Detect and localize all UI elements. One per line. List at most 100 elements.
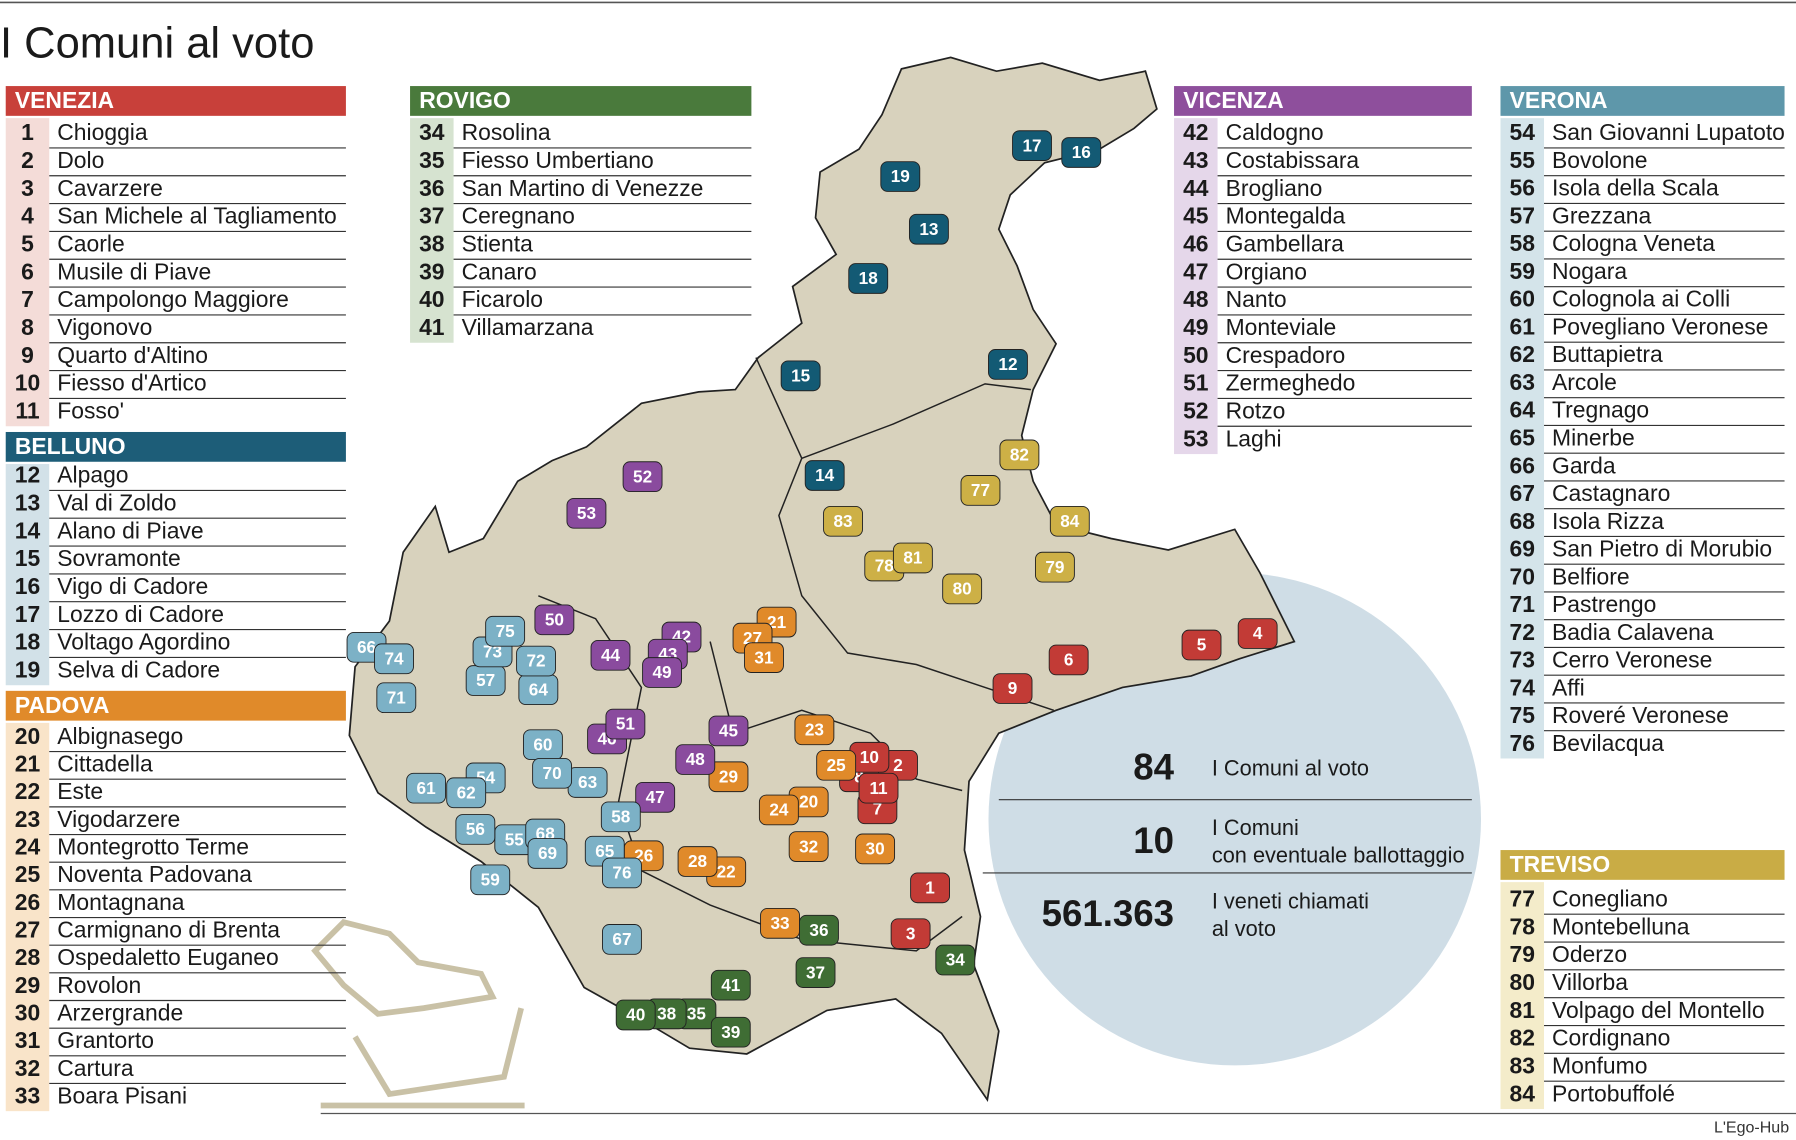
item-number: 82 (1510, 1025, 1535, 1051)
municipality-area (1049, 505, 1090, 537)
map-number: 81 (903, 548, 923, 568)
map-number: 83 (833, 511, 852, 531)
item-number: 57 (1510, 202, 1535, 228)
item-name: Roveré Veronese (1552, 702, 1729, 728)
item-number: 78 (1510, 913, 1536, 939)
map-number: 29 (719, 766, 738, 786)
item-name: Cordignano (1552, 1025, 1670, 1051)
item-name: Pastrengo (1552, 591, 1656, 617)
item-number: 81 (1510, 997, 1536, 1023)
title: I Comuni al voto (0, 19, 314, 67)
map-number: 76 (612, 863, 631, 883)
item-number: 55 (1510, 147, 1536, 173)
item-number: 72 (1510, 619, 1535, 645)
number-column (5, 118, 50, 427)
item-name: Villorba (1552, 969, 1628, 995)
map-number: 7 (873, 798, 883, 818)
number-column (410, 118, 454, 343)
map-number: 59 (481, 870, 500, 890)
item-number: 58 (1510, 230, 1536, 256)
map-number: 18 (859, 268, 879, 288)
map-number: 21 (767, 612, 787, 632)
item-number: 49 (1183, 314, 1208, 340)
item-name: Garda (1552, 452, 1616, 478)
municipality-area (908, 213, 949, 245)
group-name: VERONA (1510, 87, 1608, 113)
item-number: 40 (419, 286, 444, 312)
item-number: 38 (419, 231, 445, 257)
item-number: 59 (1510, 258, 1535, 284)
municipality-area (710, 969, 751, 1001)
item-name: Gambellara (1226, 231, 1345, 257)
item-number: 14 (15, 517, 41, 543)
item-number: 80 (1510, 969, 1535, 995)
municipality-area (470, 864, 511, 896)
item-name: Nanto (1226, 286, 1287, 312)
item-name: Rovolon (57, 972, 141, 998)
map-number: 30 (866, 839, 885, 859)
item-number: 25 (15, 861, 41, 887)
item-name: Chioggia (57, 119, 148, 145)
item-name: Affi (1552, 674, 1585, 700)
municipality-area (600, 801, 641, 833)
municipality-area (605, 708, 646, 740)
map-number: 20 (799, 792, 818, 812)
municipality-area (566, 497, 607, 529)
map-number: 15 (791, 366, 811, 386)
municipality-area (816, 749, 857, 781)
item-number: 24 (15, 833, 41, 859)
item-name: Caorle (57, 231, 124, 257)
item-number: 26 (15, 889, 40, 915)
map-number: 36 (809, 920, 828, 940)
item-name: San Michele al Tagliamento (57, 203, 337, 229)
item-number: 76 (1510, 730, 1535, 756)
number-column (1500, 882, 1545, 1110)
number-column (1174, 118, 1218, 455)
item-number: 84 (1510, 1080, 1536, 1106)
item-name: Vigo di Cadore (57, 573, 208, 599)
item-number: 12 (15, 462, 40, 488)
map-number: 38 (657, 1004, 677, 1024)
item-name: Noventa Padovana (57, 861, 252, 887)
map-number: 84 (1060, 511, 1080, 531)
municipality-area (374, 643, 414, 675)
item-name: Montegrotto Terme (57, 833, 249, 859)
map-number: 22 (717, 861, 736, 881)
item-name: Orgiano (1226, 258, 1307, 284)
map-number: 47 (646, 787, 665, 807)
map-number: 13 (919, 219, 938, 239)
item-name: Monteviale (1226, 314, 1337, 340)
municipality-area (858, 772, 899, 804)
municipality-area (446, 777, 487, 809)
municipality-area (942, 573, 983, 605)
item-name: Povegliano Veronese (1552, 313, 1768, 339)
map-number: 70 (543, 763, 562, 783)
map-number: 28 (688, 851, 708, 871)
item-number: 36 (419, 175, 444, 201)
municipality-area (406, 772, 447, 804)
municipality-area (794, 714, 835, 746)
item-number: 15 (15, 545, 41, 571)
item-number: 71 (1510, 591, 1536, 617)
item-number: 8 (21, 314, 34, 340)
stat-label: I veneti chiamati (1212, 888, 1369, 913)
municipality-area (804, 460, 845, 491)
item-name: Boara Pisani (57, 1082, 187, 1108)
map-number: 80 (953, 579, 972, 599)
stat-value: 84 (1133, 747, 1174, 788)
item-number: 60 (1510, 286, 1535, 312)
municipality-area (758, 794, 799, 826)
map-number: 3 (906, 923, 916, 943)
item-name: Stienta (462, 231, 534, 257)
municipality-area (642, 657, 682, 688)
item-name: Vigonovo (57, 314, 152, 340)
municipality-area (880, 161, 921, 192)
municipality-area (635, 782, 676, 813)
map-number: 10 (860, 747, 879, 767)
group-header (5, 86, 346, 116)
municipality-area (780, 360, 821, 392)
item-name: San Martino di Venezze (462, 175, 704, 201)
item-name: Lozzo di Cadore (57, 601, 224, 627)
map-number: 16 (1072, 142, 1091, 162)
item-name: Este (57, 778, 103, 804)
